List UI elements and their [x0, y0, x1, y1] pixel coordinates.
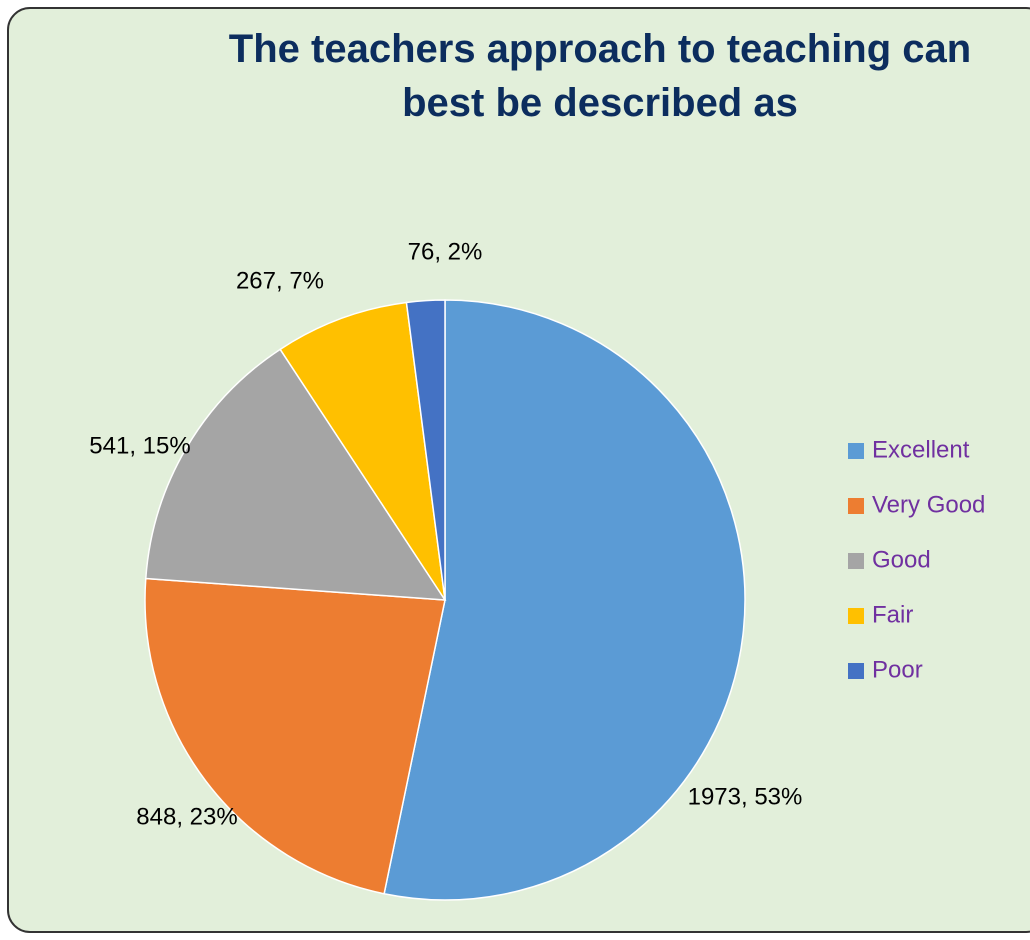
- data-label: 267, 7%: [236, 267, 324, 294]
- data-label: 1973, 53%: [688, 783, 803, 810]
- pie-slice: [405, 299, 446, 601]
- legend-label: Poor: [872, 656, 923, 683]
- data-label: 541, 15%: [89, 432, 190, 459]
- legend-swatch: [848, 553, 864, 569]
- data-label: 76, 2%: [408, 238, 483, 265]
- legend-label: Good: [872, 546, 931, 573]
- legend-swatch: [848, 443, 864, 459]
- legend-label: Fair: [872, 601, 913, 628]
- legend-label: Excellent: [872, 436, 970, 463]
- pie-slice: [144, 577, 446, 895]
- data-label: 848, 23%: [136, 803, 237, 830]
- legend-swatch: [848, 608, 864, 624]
- pie-slice: [383, 299, 746, 901]
- pie-slice: [279, 301, 446, 601]
- pie-slice: [144, 348, 447, 601]
- chart-title: The teachers approach to teaching can be…: [228, 27, 972, 125]
- legend-label: Very Good: [872, 491, 985, 518]
- legend-swatch: [848, 498, 864, 514]
- legend-swatch: [848, 663, 864, 679]
